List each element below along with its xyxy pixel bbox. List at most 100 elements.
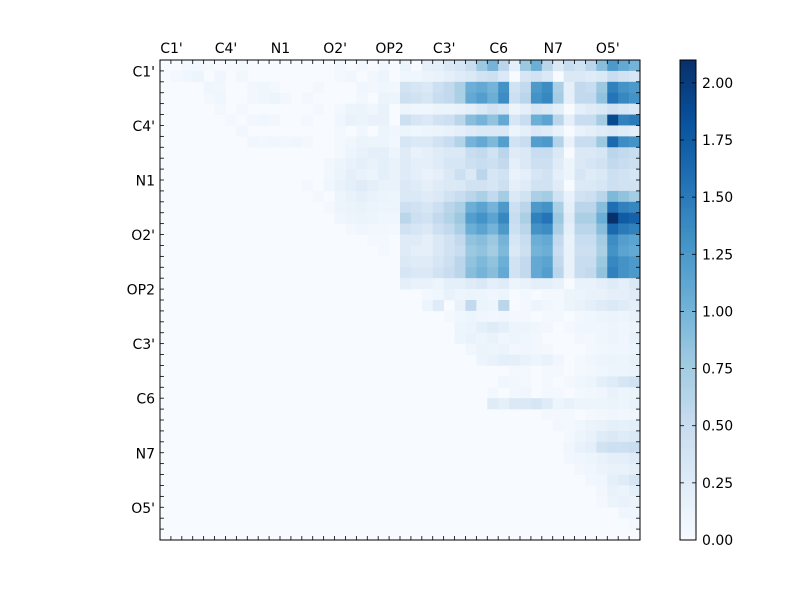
heatmap-cell — [618, 223, 630, 235]
heatmap-cell — [541, 147, 554, 159]
heatmap-cell — [421, 289, 434, 301]
colorbar-segment — [680, 436, 696, 441]
heatmap-cell — [596, 136, 608, 148]
colorbar-segment — [680, 144, 696, 149]
heatmap-cell — [563, 289, 575, 301]
colorbar-segment — [680, 300, 696, 305]
heatmap-cell — [618, 190, 630, 203]
heatmap-cell — [574, 398, 586, 410]
heatmap-cell — [541, 343, 554, 355]
heatmap-cell — [498, 70, 510, 83]
colorbar-segment — [680, 84, 696, 89]
heatmap-cell — [618, 452, 630, 464]
heatmap-cell — [552, 278, 564, 290]
heatmap-cell — [541, 212, 554, 224]
heatmap-cell — [585, 136, 597, 148]
heatmap-cell — [585, 387, 597, 399]
heatmap-cell — [552, 234, 564, 246]
heatmap-cell — [541, 103, 554, 115]
heatmap-cell — [629, 420, 641, 432]
heatmap-cell — [487, 387, 499, 399]
heatmap-cell — [389, 223, 401, 235]
heatmap-cell — [629, 114, 641, 126]
heatmap-cell — [498, 245, 510, 257]
heatmap-cell — [530, 343, 543, 355]
heatmap-cell — [607, 81, 619, 94]
heatmap-cell — [454, 256, 466, 268]
heatmap-cell — [498, 321, 510, 334]
heatmap-cell — [432, 158, 444, 170]
heatmap-cell — [487, 267, 499, 279]
heatmap-cell — [607, 474, 619, 486]
heatmap-cell — [181, 60, 194, 72]
colorbar-segment — [680, 304, 696, 309]
heatmap-cell — [574, 354, 586, 366]
colorbar-segment — [680, 148, 696, 153]
heatmap-cell — [421, 278, 434, 290]
heatmap-cell — [596, 321, 608, 334]
heatmap-cell — [574, 169, 586, 181]
heatmap-cell — [509, 278, 521, 290]
heatmap-cell — [541, 376, 554, 388]
heatmap-cell — [378, 60, 390, 72]
heatmap-cell — [552, 365, 564, 377]
heatmap-cell — [367, 70, 379, 83]
heatmap-cell — [585, 60, 597, 72]
heatmap-cell — [552, 125, 564, 137]
heatmap-cell — [356, 180, 368, 192]
heatmap-cell — [454, 114, 466, 126]
heatmap-cell — [596, 180, 608, 192]
heatmap-cell — [476, 158, 488, 170]
y-tick-label: C4' — [132, 119, 155, 135]
heatmap-cell — [596, 169, 608, 181]
heatmap-cell — [465, 147, 477, 159]
heatmap-cell — [585, 463, 597, 475]
heatmap-cell — [596, 60, 608, 72]
colorbar-segment — [680, 256, 696, 261]
colorbar: 0.00 0.25 0.50 0.75 1.00 1.25 1.50 1.75 2.00 — [679, 59, 733, 549]
heatmap-cell — [400, 180, 412, 192]
heatmap-cell — [552, 212, 564, 224]
heatmap-cell — [345, 190, 357, 203]
heatmap-cell — [530, 354, 543, 366]
heatmap-cell — [563, 256, 575, 268]
heatmap-cell — [465, 158, 477, 170]
heatmap-cell — [563, 92, 575, 104]
heatmap-cell — [301, 92, 314, 104]
heatmap-cell — [421, 114, 434, 126]
heatmap-cell — [378, 158, 390, 170]
heatmap-cell — [356, 223, 368, 235]
y-tick-label: O5' — [131, 501, 155, 517]
heatmap-cell — [629, 190, 641, 203]
heatmap-cell — [530, 332, 543, 344]
colorbar-segment — [680, 92, 696, 97]
heatmap-cell — [629, 474, 641, 486]
heatmap-cell — [520, 190, 532, 203]
heatmap-cell — [618, 245, 630, 257]
heatmap-cell — [629, 518, 641, 530]
heatmap-cell — [465, 125, 477, 137]
heatmap-cell — [607, 398, 619, 410]
colorbar-segment — [680, 468, 696, 473]
heatmap-cell — [269, 92, 281, 104]
heatmap-cell — [258, 136, 270, 148]
heatmap-cell — [498, 223, 510, 235]
heatmap-cell — [530, 70, 543, 83]
colorbar-segment — [680, 496, 696, 501]
colorbar-segment — [680, 384, 696, 389]
heatmap-cell — [530, 92, 543, 104]
heatmap-cell — [552, 169, 564, 181]
heatmap-cell — [356, 169, 368, 181]
heatmap-cell — [552, 92, 564, 104]
heatmap-cell — [236, 60, 248, 72]
heatmap-cell — [498, 190, 510, 203]
colorbar-segment — [680, 536, 696, 541]
heatmap-cell — [574, 223, 586, 235]
heatmap-cell — [520, 180, 532, 192]
colorbar-segment — [680, 504, 696, 509]
heatmap-cell — [476, 201, 488, 214]
heatmap-cell — [530, 125, 543, 137]
heatmap-cell — [498, 158, 510, 170]
heatmap-cell — [465, 180, 477, 192]
